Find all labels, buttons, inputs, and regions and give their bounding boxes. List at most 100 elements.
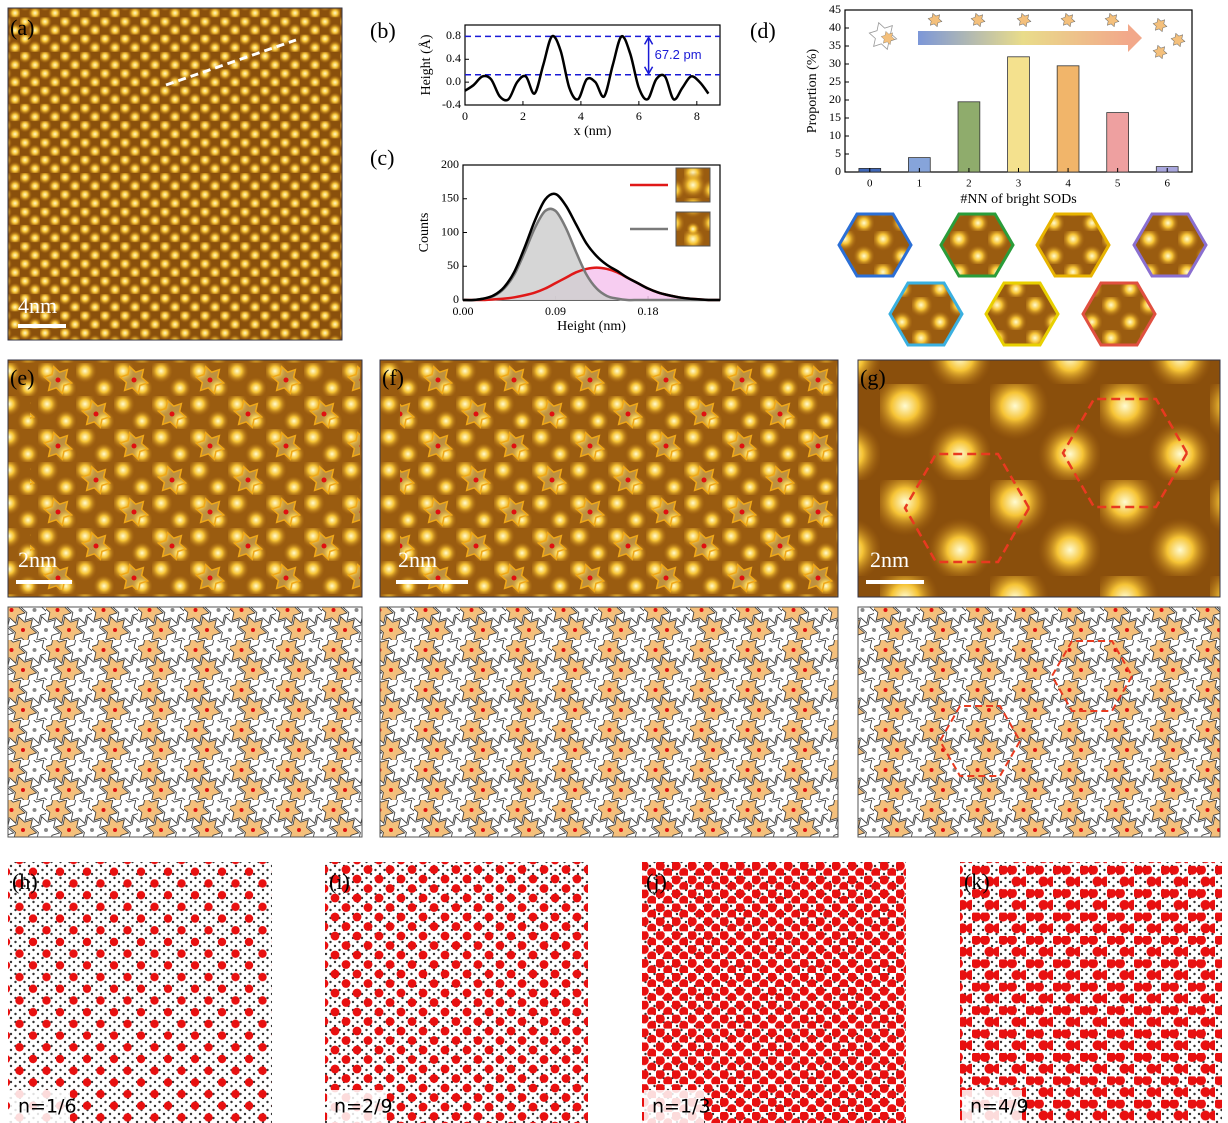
panel-label: (b): [370, 18, 396, 43]
bar: [1008, 57, 1030, 172]
star-icon: [1152, 18, 1168, 33]
thumbnail: [839, 214, 911, 276]
scale-bar-label: 2nm: [18, 547, 57, 572]
y-tick-label: 100: [441, 224, 459, 238]
star-icon: [970, 13, 986, 28]
thumbnail: [1083, 283, 1155, 345]
star-icon: [1016, 13, 1032, 28]
x-tick-label: 6: [1164, 178, 1170, 190]
scale-bar-label: 4nm: [18, 293, 57, 318]
y-tick-label: 150: [441, 191, 459, 205]
scale-bar-label: 2nm: [870, 547, 909, 572]
figure: (a) 4nm (e) 2nm (f) 2nm (g) 2nm: [0, 0, 1228, 1123]
thumbnail: [1134, 214, 1206, 276]
scale-bar-label: 2nm: [398, 547, 437, 572]
bar: [958, 102, 980, 172]
y-tick-label: 200: [441, 157, 459, 171]
star-icon: [1104, 13, 1120, 28]
y-tick-label: 50: [447, 258, 459, 272]
panel-label: (j): [646, 869, 667, 894]
x-tick-label: 8: [694, 109, 700, 123]
panel-label: (a): [10, 15, 34, 40]
y-tick-label: 40: [829, 20, 841, 34]
y-tick-label: 5: [835, 146, 841, 160]
arrow-head: [1128, 24, 1142, 52]
plot-frame: [465, 25, 720, 105]
stm-row: (e) 2nm (f) 2nm (g) 2nm: [8, 360, 1220, 597]
panel-label: (g): [860, 365, 886, 390]
filling-label: n=1/3: [652, 1096, 711, 1118]
y-tick-label: 15: [829, 110, 841, 124]
x-tick-label: 2: [520, 109, 526, 123]
thumbnail: [1037, 214, 1109, 276]
thumbnail: [890, 283, 962, 345]
star-overlay: [400, 365, 836, 593]
nn-legend-strip: [867, 13, 1186, 60]
lattice-row: [8, 607, 1220, 837]
y-tick-label: 0.8: [446, 28, 461, 42]
panel-label: (i): [329, 869, 350, 894]
y-tick-label: 25: [829, 74, 841, 88]
thumbnail: [986, 283, 1058, 345]
x-tick-label: 0: [462, 109, 468, 123]
x-tick-label: 2: [966, 178, 972, 190]
stm-image: [858, 360, 1220, 597]
x-tick-label: 6: [636, 109, 642, 123]
bar: [1107, 113, 1129, 172]
y-axis-label: Counts: [417, 213, 432, 253]
star-icon: [927, 13, 943, 28]
x-tick-label: 4: [1065, 178, 1071, 190]
occupied-sites: [960, 862, 1222, 1123]
x-tick-label: 4: [578, 109, 584, 123]
lattice-model: [8, 607, 362, 837]
sod-thumbnails: [839, 214, 1206, 345]
panel-label: (k): [964, 869, 990, 894]
x-tick-label: 0.00: [453, 304, 474, 318]
y-tick-label: 45: [829, 2, 841, 16]
panel-label: (h): [12, 869, 38, 894]
panel-label: (d): [750, 18, 776, 43]
star-overlay: [30, 365, 360, 590]
annotation: 67.2 pm: [655, 47, 702, 62]
occupied-sites: [8, 862, 272, 1123]
x-axis-label: x (nm): [574, 124, 612, 139]
star-icon: [1152, 45, 1168, 60]
lattice-model: [380, 607, 838, 837]
y-tick-label: 0: [835, 164, 841, 178]
legend-thumbnail-spot: [686, 222, 700, 236]
bar: [1057, 66, 1079, 172]
y-axis-label: Height (Å): [418, 34, 434, 95]
y-tick-label: 35: [829, 38, 841, 52]
x-tick-label: 0.09: [545, 304, 566, 318]
occupied-sites: [325, 862, 588, 1123]
y-tick-label: 0.0: [446, 74, 461, 88]
lattice-model: [858, 607, 1220, 837]
y-tick-label: 10: [829, 128, 841, 142]
line: [465, 36, 708, 100]
filling-label: n=1/6: [18, 1096, 77, 1118]
stm-image-a: (a) 4nm: [8, 8, 342, 340]
filling-label: n=2/9: [334, 1096, 393, 1118]
legend-thumbnail-spot: [680, 172, 706, 198]
x-axis-label: #NN of bright SODs: [960, 192, 1076, 207]
x-tick-label: 0.18: [638, 304, 659, 318]
y-tick-label: -0.4: [442, 97, 461, 111]
x-tick-label: 3: [1016, 178, 1022, 190]
thumbnail: [941, 214, 1013, 276]
y-tick-label: 30: [829, 56, 841, 70]
x-tick-label: 1: [917, 178, 923, 190]
panel-label: (f): [382, 365, 404, 390]
x-axis-label: Height (nm): [557, 319, 626, 334]
occupied-sites: [642, 862, 906, 1123]
panel-label: (c): [370, 145, 394, 170]
y-tick-label: 20: [829, 92, 841, 106]
x-tick-label: 5: [1115, 178, 1121, 190]
filling-label: n=4/9: [970, 1096, 1029, 1118]
y-axis-label: Proportion (%): [805, 48, 820, 133]
simulation-row: (h) (i) (j) (k) n=1/6 n=2/9 n=1/3 n=4/9: [8, 862, 1222, 1123]
star-icon: [1060, 13, 1076, 28]
star-icon: [1170, 33, 1186, 48]
panel-label: (e): [10, 365, 34, 390]
gradient-arrow: [918, 31, 1128, 45]
x-tick-label: 0: [867, 178, 873, 190]
